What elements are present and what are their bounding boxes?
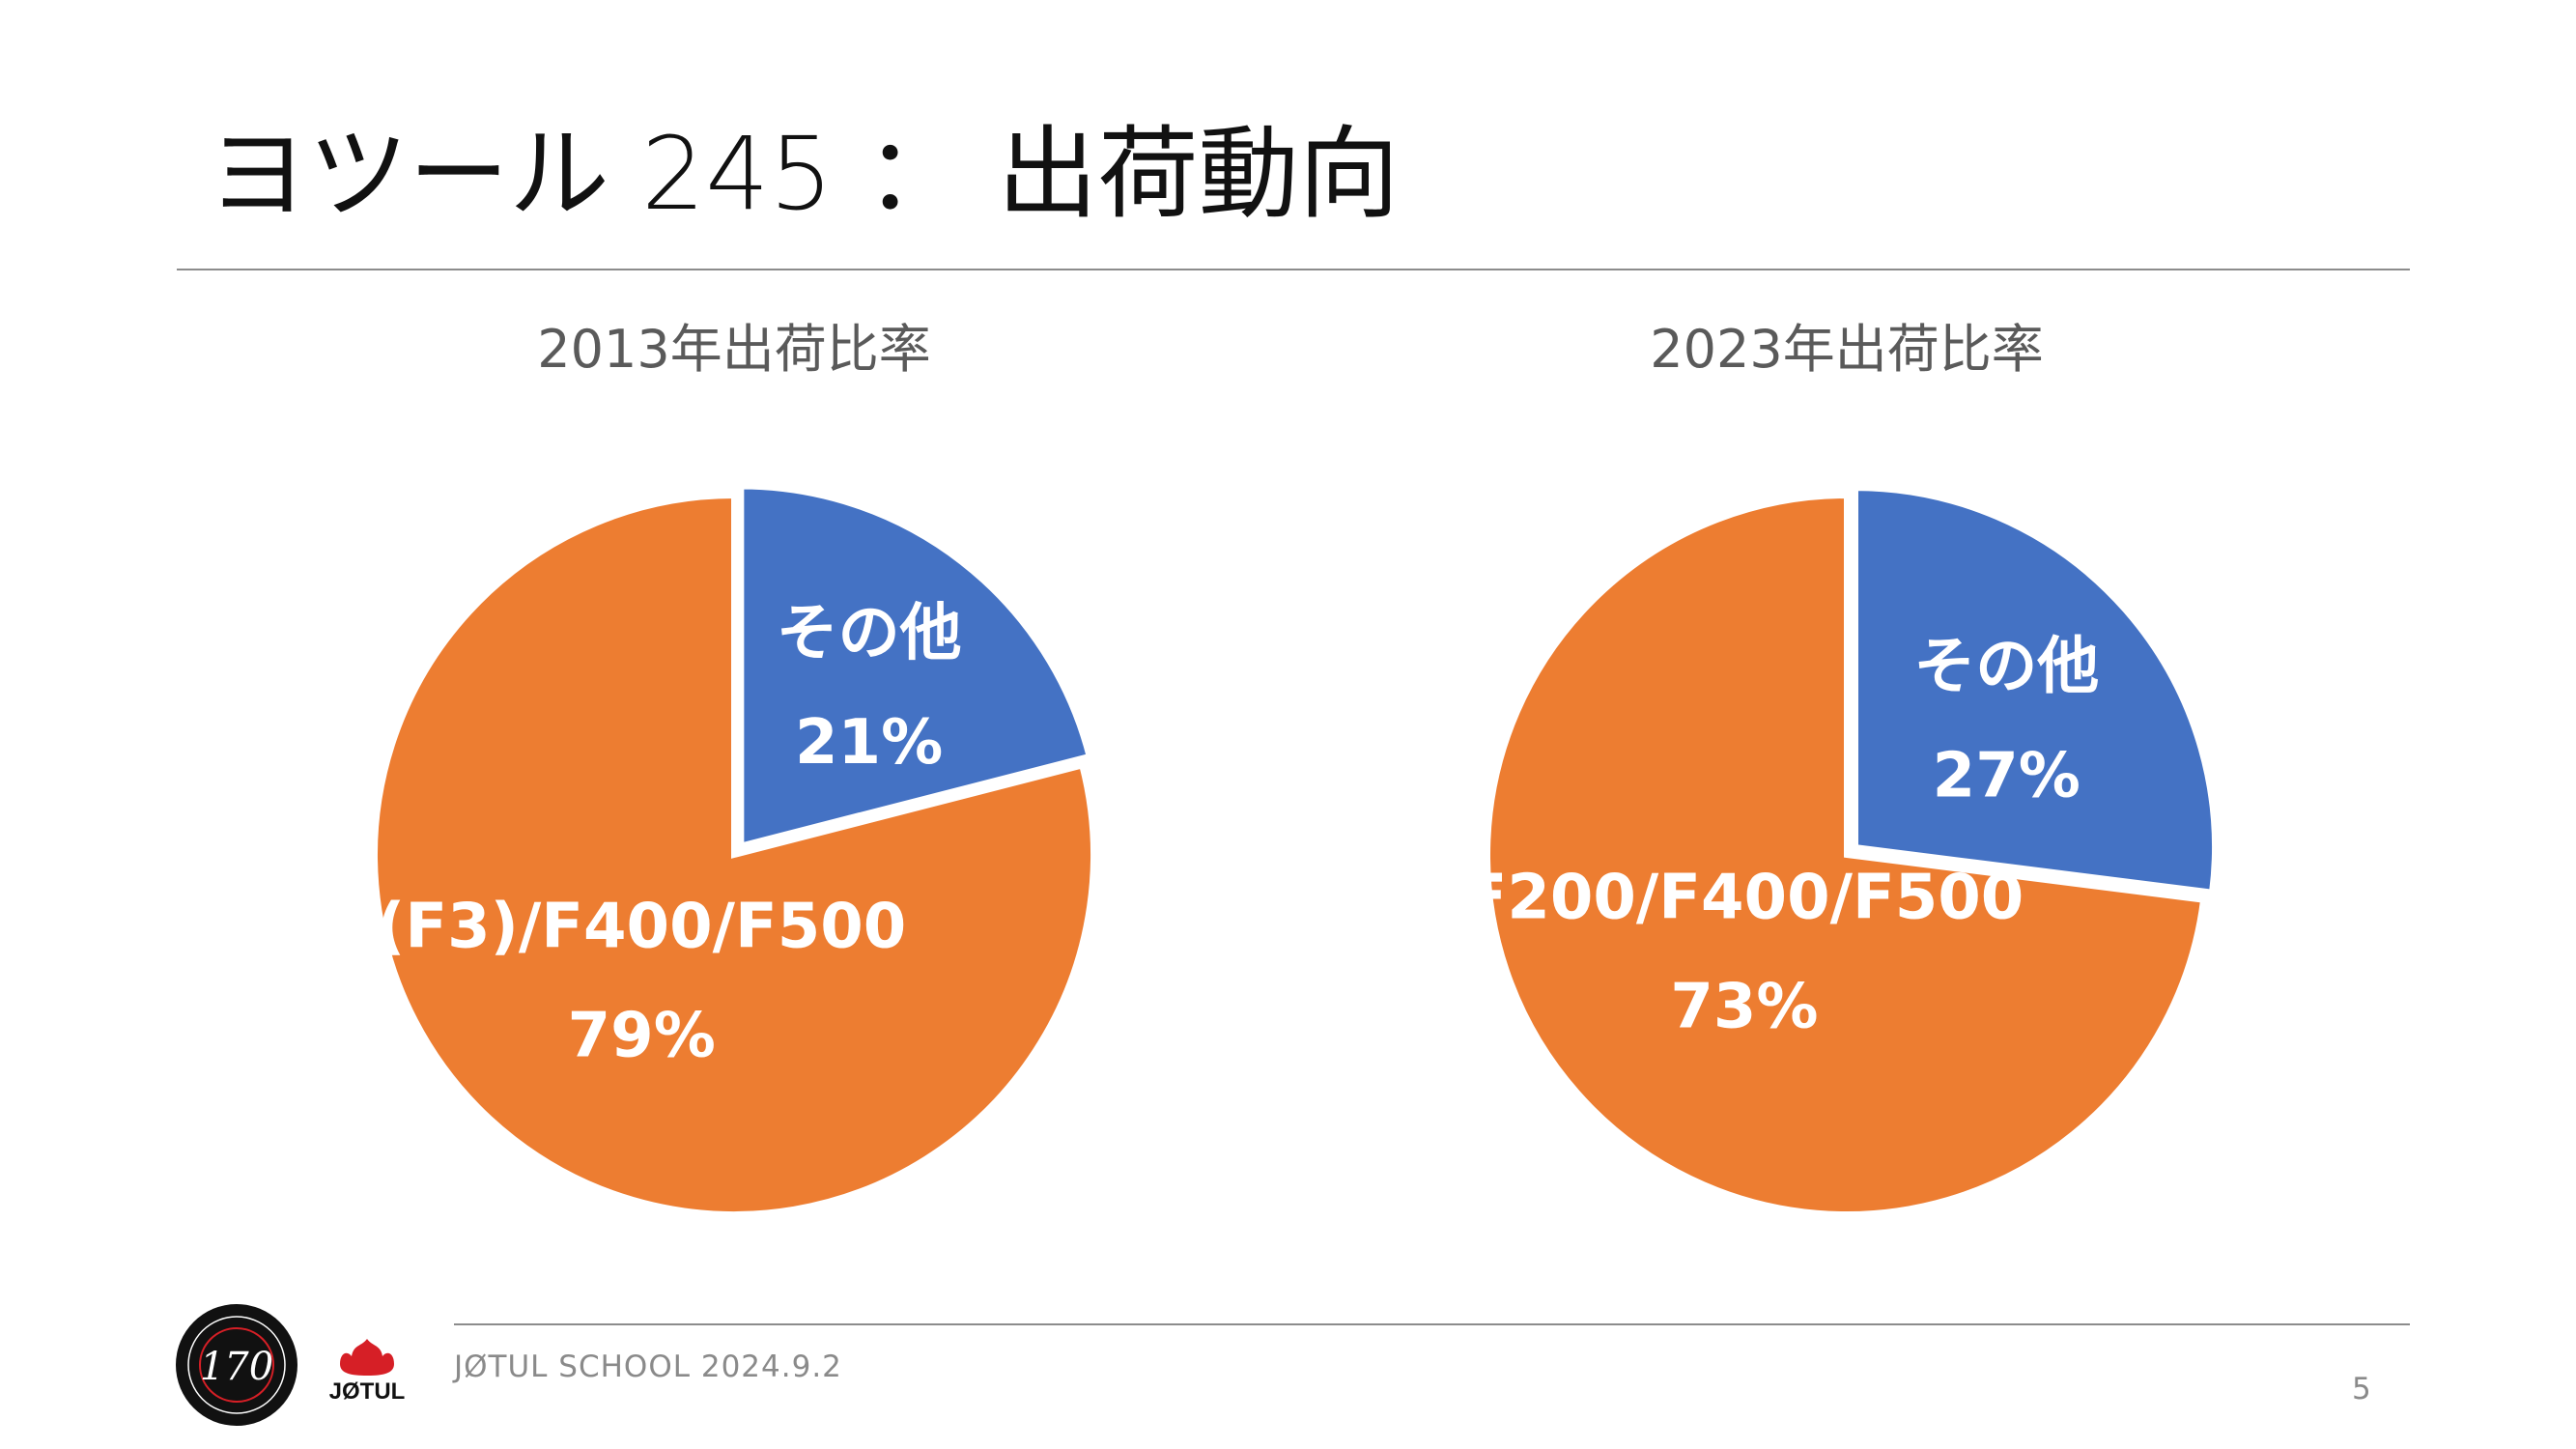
page-title: ヨツール 245 ： 出荷動向: [208, 115, 1400, 233]
pie-value-label-1-0: 27%: [1933, 740, 2081, 811]
pie-label-0-0: その他: [777, 598, 962, 669]
chart-title-2023: 2023年出荷比率: [1650, 319, 2044, 380]
anniversary-badge-logo: 170: [176, 1304, 297, 1426]
footer-divider: [454, 1323, 2410, 1325]
pie-slice-0-0: [738, 483, 1093, 850]
jotul-brand-logo: JØTUL: [329, 1339, 406, 1404]
pie-value-label-0-0: 21%: [795, 707, 943, 779]
pie-label-1-0: その他: [1913, 631, 2099, 702]
pie-slice-0-1: [372, 492, 1096, 1217]
pie-slice-1-1: [1485, 492, 2207, 1217]
pie-label-0-1: (F3)/F400/F500: [377, 891, 906, 962]
title-divider: [177, 269, 2410, 270]
pie-slice-1-0: [1853, 485, 2219, 896]
pie-label-1-1: F200/F400/F500: [1465, 862, 2024, 933]
pie-value-label-1-1: 73%: [1670, 971, 1818, 1042]
svg-text:170: 170: [200, 1345, 273, 1389]
chart-title-2013: 2013年出荷比率: [537, 319, 931, 380]
page-number: 5: [2352, 1372, 2371, 1406]
footer-text: JØTUL SCHOOL 2024.9.2: [454, 1350, 842, 1384]
pie-charts: その他 21% (F3)/F400/F500 79% その他 27% F200/F400/F…: [372, 483, 2219, 1217]
svg-text:JØTUL: JØTUL: [329, 1378, 406, 1404]
pie-value-label-0-1: 79%: [568, 1000, 716, 1071]
